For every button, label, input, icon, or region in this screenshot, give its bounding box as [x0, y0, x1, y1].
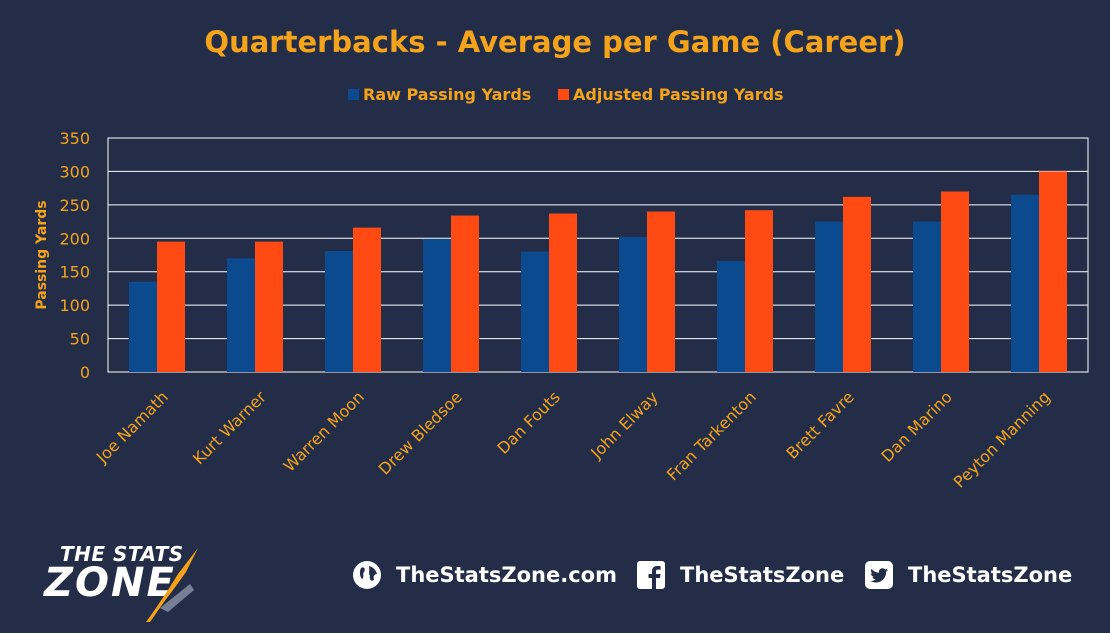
bar-raw [521, 251, 549, 372]
y-tick-label: 350 [59, 129, 90, 148]
x-tick-label: Peyton Manning [950, 387, 1054, 491]
y-tick-label: 250 [59, 196, 90, 215]
logo-text-bottom: ZONE [44, 560, 176, 606]
legend-swatch [558, 89, 569, 100]
plot-frame [107, 137, 1089, 373]
bar-adjusted [353, 227, 381, 372]
y-tick-label: 100 [59, 296, 90, 315]
y-axis-label: Passing Yards [34, 200, 50, 309]
twitter-icon [864, 560, 894, 590]
x-tick-label: Brett Favre [782, 387, 857, 462]
bar-adjusted [451, 215, 479, 372]
bar-raw [815, 221, 843, 372]
website-text: TheStatsZone.com [396, 563, 617, 587]
bar-adjusted [647, 211, 675, 372]
legend-swatch [348, 89, 359, 100]
twitter-text: TheStatsZone [908, 563, 1073, 587]
bar-raw [717, 261, 745, 372]
brand-logo: THE STATS ZONE [42, 540, 242, 622]
legend-label: Adjusted Passing Yards [573, 85, 784, 104]
bar-raw [913, 221, 941, 372]
bar-adjusted [745, 210, 773, 372]
x-tick-label: Kurt Warner [189, 387, 270, 468]
bar-adjusted [549, 213, 577, 372]
x-tick-label: Drew Bledsoe [375, 387, 466, 478]
bar-raw [325, 250, 353, 372]
bar-adjusted [843, 196, 871, 372]
x-tick-label: Joe Namath [92, 387, 172, 467]
y-tick-label: 300 [59, 162, 90, 181]
legend: Raw Passing Yards Adjusted Passing Yards [348, 85, 784, 104]
bar-adjusted [157, 241, 185, 372]
bar-adjusted [941, 191, 969, 372]
bar-adjusted [255, 241, 283, 372]
y-tick-label: 0 [80, 363, 90, 382]
chart-title: Quarterbacks - Average per Game (Career) [204, 25, 905, 59]
bar-raw [423, 238, 451, 372]
bar-raw [129, 281, 157, 372]
website-link[interactable]: TheStatsZone.com [352, 560, 617, 590]
x-tick-label: Dan Fouts [493, 387, 563, 457]
facebook-text: TheStatsZone [680, 563, 845, 587]
bar-adjusted [1039, 171, 1067, 372]
facebook-icon [636, 560, 666, 590]
twitter-link[interactable]: TheStatsZone [864, 560, 1072, 590]
y-tick-label: 200 [59, 229, 90, 248]
plot-area: 0 50 100 150 200 250 300 350 Joe Namath Kurt Warn… [59, 129, 1089, 492]
x-tick-label: Warren Moon [280, 387, 368, 475]
globe-icon [352, 560, 382, 590]
y-tick-label: 150 [59, 263, 90, 282]
legend-label: Raw Passing Yards [363, 85, 531, 104]
logo-slash-icon [146, 548, 198, 622]
logo-text-top: THE STATS [60, 542, 184, 566]
x-tick-label: Dan Marino [877, 387, 955, 465]
x-tick-label: Fran Tarkenton [663, 387, 760, 484]
x-tick-label: John Elway [586, 387, 662, 463]
footer: THE STATS ZONE TheStatsZone.com TheStats… [0, 530, 1110, 630]
bar-raw [1011, 194, 1039, 372]
chart: Quarterbacks - Average per Game (Career)… [34, 25, 1089, 492]
facebook-link[interactable]: TheStatsZone [636, 560, 844, 590]
y-tick-label: 50 [70, 330, 90, 349]
bar-raw [619, 236, 647, 372]
bar-raw [227, 258, 255, 372]
